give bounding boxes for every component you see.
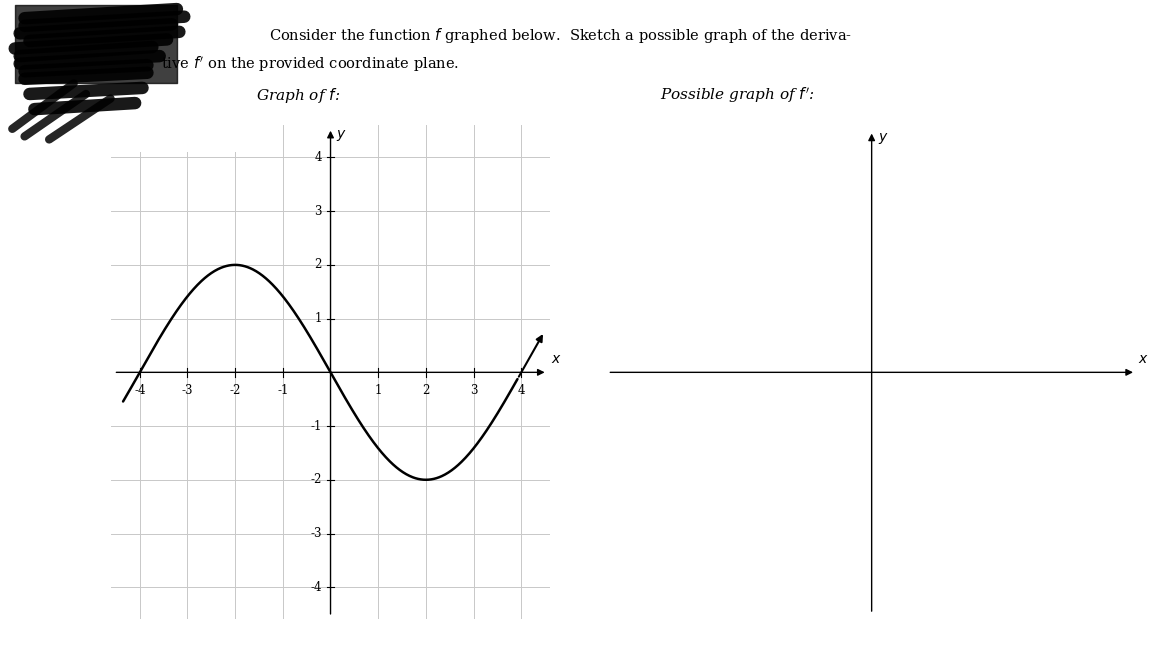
Text: Possible graph of $f'$:: Possible graph of $f'$: (660, 86, 814, 105)
Text: 1: 1 (315, 312, 322, 325)
Text: -4: -4 (135, 384, 145, 397)
Text: -1: -1 (310, 420, 322, 432)
Text: -2: -2 (310, 473, 322, 486)
Text: $y$: $y$ (878, 130, 888, 146)
Text: Graph of $f$:: Graph of $f$: (256, 86, 340, 105)
Text: 2: 2 (315, 258, 322, 272)
Text: $x$: $x$ (1138, 352, 1149, 366)
Text: -1: -1 (277, 384, 289, 397)
Text: -4: -4 (310, 581, 322, 594)
Text: $y$: $y$ (336, 128, 347, 143)
Text: 1: 1 (374, 384, 381, 397)
Text: -3: -3 (310, 527, 322, 540)
Text: -3: -3 (181, 384, 193, 397)
Text: 3: 3 (470, 384, 477, 397)
Text: 4: 4 (315, 151, 322, 164)
Text: 4: 4 (517, 384, 525, 397)
Text: -2: -2 (229, 384, 241, 397)
Text: tive $f'$ on the provided coordinate plane.: tive $f'$ on the provided coordinate pla… (161, 54, 460, 74)
Text: $x$: $x$ (551, 352, 562, 366)
Text: 3: 3 (315, 205, 322, 217)
Text: 2: 2 (422, 384, 429, 397)
Text: Consider the function $f$ graphed below.  Sketch a possible graph of the deriva-: Consider the function $f$ graphed below.… (269, 26, 852, 45)
